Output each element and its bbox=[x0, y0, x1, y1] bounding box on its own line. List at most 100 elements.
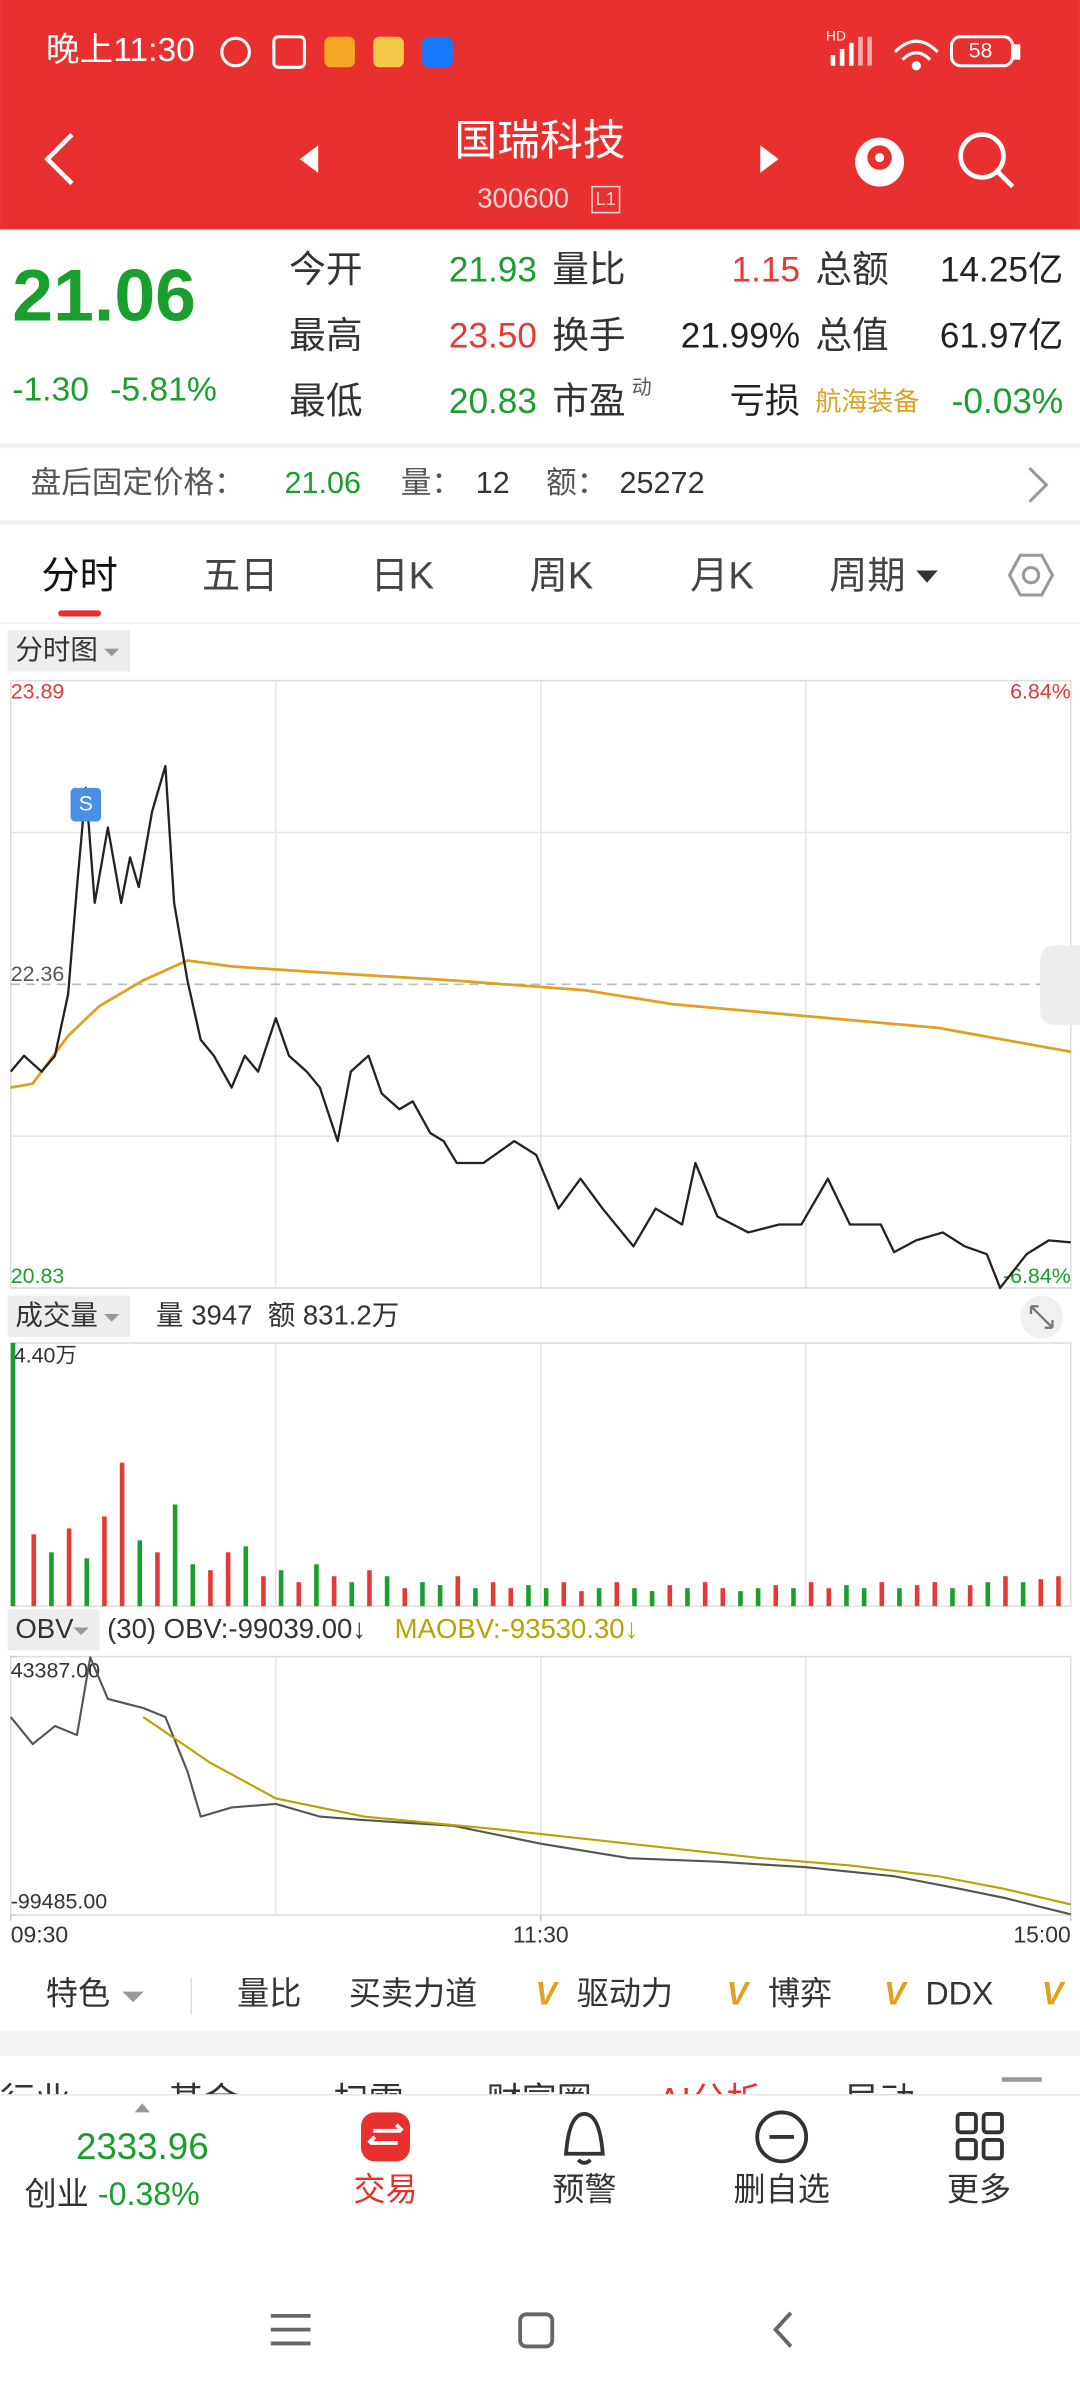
y2-tick-label: -6.84% bbox=[1003, 1264, 1071, 1288]
volume-bar bbox=[10, 1343, 16, 1607]
field-value: 14.25亿 bbox=[940, 251, 1063, 290]
x-tick-label: 15:00 bbox=[1013, 1922, 1070, 1948]
indicator-badge: V bbox=[535, 1976, 559, 2012]
nav-item[interactable]: 删自选 bbox=[734, 2171, 830, 2207]
sub-tab[interactable]: 财富圈 bbox=[486, 2082, 592, 2121]
level-badge: L1 bbox=[596, 188, 616, 209]
nav-item[interactable]: 交易 bbox=[353, 2171, 417, 2207]
field-label: 市盈 bbox=[552, 381, 625, 422]
volume-bar bbox=[384, 1576, 390, 1607]
separator bbox=[0, 443, 1080, 449]
after-hours-price: 21.06 bbox=[285, 466, 362, 500]
volume-bar bbox=[1020, 1582, 1026, 1607]
period-tab[interactable]: 周期 bbox=[829, 554, 905, 597]
price-change: -1.30 bbox=[12, 371, 89, 408]
indicator-tab[interactable]: 买卖力道 bbox=[349, 1976, 477, 2012]
mascot-button[interactable] bbox=[855, 137, 905, 187]
settings-button[interactable] bbox=[1007, 553, 1055, 597]
stock-name: 国瑞科技 bbox=[454, 117, 625, 165]
y-tick-label: 4.40万 bbox=[14, 1343, 77, 1367]
volume-bar bbox=[208, 1570, 213, 1607]
nav-item[interactable]: 更多 bbox=[947, 2171, 1011, 2207]
indicator-tab[interactable]: 博弈 bbox=[768, 1976, 832, 2012]
indicator-tab[interactable]: 驱动力 bbox=[577, 1976, 673, 2012]
trade-glyph bbox=[367, 2123, 404, 2145]
volume-bar bbox=[49, 1552, 54, 1607]
amount-legend: 额 831.2万 bbox=[268, 1299, 400, 1330]
volume-bar bbox=[420, 1582, 425, 1607]
sub-tab[interactable]: AI分析 bbox=[658, 2082, 762, 2121]
system-nav[interactable] bbox=[270, 2311, 793, 2349]
status-time: 晚上11:30 bbox=[46, 31, 195, 69]
volume-bar bbox=[66, 1528, 72, 1607]
field-label: 换手 bbox=[552, 315, 625, 356]
field-value: 亏损 bbox=[730, 382, 800, 421]
volume-bar bbox=[1038, 1579, 1044, 1607]
y-tick-label: 23.89 bbox=[11, 680, 65, 704]
price-line bbox=[10, 959, 1072, 1089]
field-value: 21.99% bbox=[681, 316, 800, 355]
separator bbox=[0, 2094, 1080, 2096]
badge-box bbox=[591, 185, 621, 214]
volume-bar bbox=[119, 1462, 125, 1607]
search-button[interactable] bbox=[958, 132, 1015, 189]
nav-icons[interactable] bbox=[563, 2110, 1004, 2165]
field-label: 航海装备 bbox=[815, 387, 919, 417]
index-expand[interactable] bbox=[134, 2103, 150, 2113]
period-tab[interactable]: 周K bbox=[530, 554, 594, 597]
volume-bar bbox=[596, 1588, 602, 1607]
obv-button: OBV bbox=[15, 1613, 74, 1644]
next-stock[interactable] bbox=[760, 145, 779, 173]
field-label: 最高 bbox=[289, 315, 362, 356]
volume-bar bbox=[685, 1588, 690, 1607]
period-tab[interactable]: 日K bbox=[370, 554, 434, 597]
stock-code: 300600 bbox=[477, 183, 569, 214]
x-tick-label: 11:30 bbox=[513, 1922, 569, 1948]
after-hours-more[interactable] bbox=[1028, 466, 1049, 503]
field-label: 今开 bbox=[289, 249, 362, 290]
volume-bar bbox=[367, 1570, 372, 1607]
sub-tab[interactable]: 扫雷 bbox=[333, 2082, 403, 2121]
volume-bar bbox=[738, 1591, 743, 1607]
period-tab[interactable]: 分时 bbox=[41, 554, 117, 597]
trade-marker-bg bbox=[70, 787, 102, 822]
indicator-tab[interactable]: 特色 bbox=[46, 1976, 110, 2012]
volume-bar bbox=[914, 1585, 920, 1607]
indicator-dropdown bbox=[122, 1991, 144, 2003]
indicator-badge: V bbox=[727, 1976, 751, 2012]
volume-bar bbox=[791, 1588, 796, 1607]
after-hours-volume: 12 bbox=[476, 466, 510, 500]
field-value: 1.15 bbox=[732, 251, 800, 290]
field-value: 21.93 bbox=[449, 251, 537, 290]
trade-icon[interactable] bbox=[361, 2112, 410, 2162]
back-button[interactable] bbox=[44, 132, 74, 186]
volume-bar bbox=[225, 1552, 231, 1607]
field-label: 总值 bbox=[815, 315, 888, 356]
after-hours-volume-label: 量： bbox=[401, 466, 462, 500]
volume-bar bbox=[720, 1588, 726, 1607]
volume-bar bbox=[773, 1585, 779, 1607]
prev-stock[interactable] bbox=[299, 145, 319, 173]
y-tick-label: 20.83 bbox=[11, 1264, 65, 1288]
sub-tab[interactable]: 异动 bbox=[844, 2082, 914, 2121]
field-label: 最低 bbox=[289, 381, 362, 422]
status-icons bbox=[220, 35, 1021, 71]
sub-tab[interactable]: 行业 bbox=[0, 2082, 70, 2121]
sub-tab[interactable]: 基金 bbox=[168, 2082, 238, 2121]
volume-bar bbox=[932, 1582, 938, 1607]
volume-bar bbox=[455, 1576, 461, 1607]
field-label: 量比 bbox=[552, 249, 625, 290]
indicator-tab[interactable]: DDX bbox=[925, 1976, 993, 2012]
volume-bar bbox=[861, 1588, 867, 1607]
nav-item[interactable]: 预警 bbox=[552, 2171, 616, 2207]
chart-mode-button-arrow bbox=[104, 648, 120, 657]
volume-bar bbox=[402, 1588, 408, 1607]
y2-tick-label: 6.84% bbox=[1010, 680, 1071, 704]
period-tab[interactable]: 月K bbox=[690, 554, 754, 597]
section-gap bbox=[0, 2031, 1080, 2056]
volume-bar bbox=[879, 1582, 885, 1607]
period-tab[interactable]: 五日 bbox=[202, 554, 278, 597]
volume-bar bbox=[1056, 1576, 1061, 1607]
indicator-tab[interactable]: 量比 bbox=[237, 1976, 301, 2012]
